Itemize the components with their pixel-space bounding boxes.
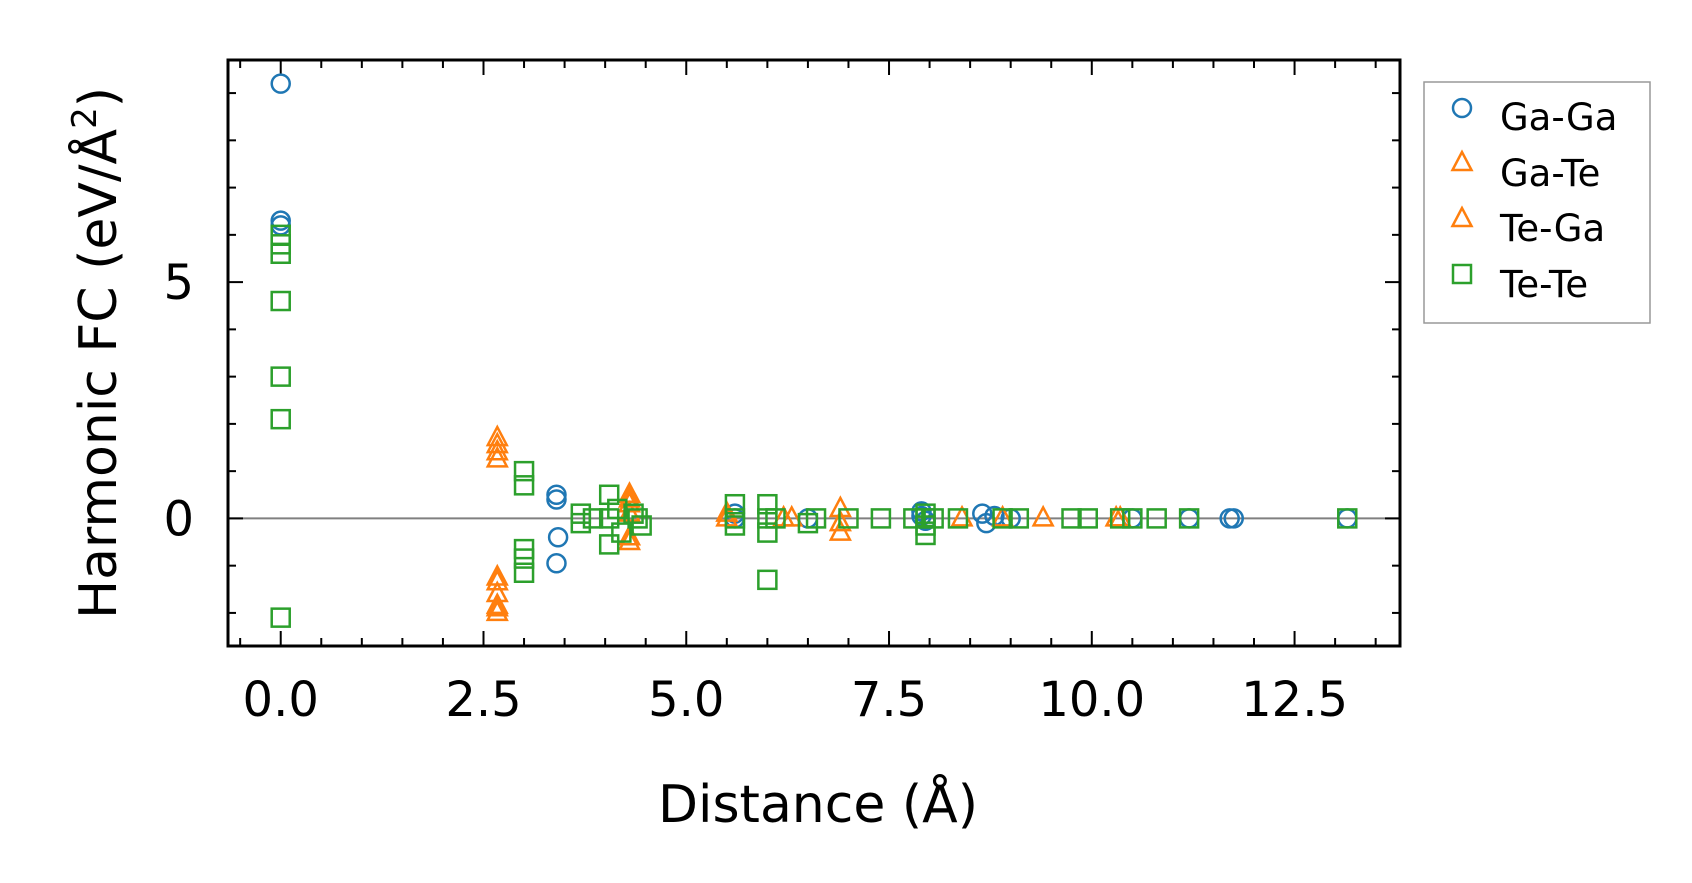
point-ga-ga [972,503,993,524]
x-tick-label: 7.5 [851,672,927,728]
point-te-te [724,515,746,536]
point-ga-te [485,424,509,447]
point-ga-te [485,599,509,622]
point-te-ga [485,563,509,586]
point-te-te [513,475,535,496]
point-te-ga [780,504,804,527]
point-te-te [1109,508,1131,529]
y-tick-label: 0 [163,491,194,547]
point-te-te [1061,508,1082,529]
point-ga-te [485,431,509,454]
plot-frame [226,58,1402,648]
point-te-te [1122,508,1143,529]
point-te-te [270,366,291,387]
x-tick-label: 10.0 [1038,672,1145,728]
point-te-ga [1108,504,1132,527]
legend-marker-ga-te [1450,149,1474,172]
point-te-ga [617,485,642,508]
point-te-te [607,498,628,520]
point-te-te [627,508,648,529]
point-te-ga [828,509,852,532]
point-te-te [1008,508,1030,529]
point-ga-te [485,568,509,591]
point-te-te [631,515,652,536]
point-te-te [582,508,604,529]
y-axis-label-main: Harmonic FC (eV/Å [67,128,129,619]
point-ga-te [617,528,642,551]
point-te-te [724,493,746,515]
legend-marker-te-te [1451,263,1473,285]
point-te-te [270,290,291,312]
point-ga-ga [1223,508,1244,529]
point-te-te [757,569,778,591]
x-tick-label: 12.5 [1241,672,1348,728]
legend-label-te-te: Te-Te [1499,263,1588,306]
point-te-ga [485,445,509,468]
point-te-te [1077,508,1098,529]
point-ga-ga [546,489,567,510]
legend-marker-ga-ga [1451,97,1473,119]
point-te-te [1146,508,1167,529]
point-te-te [903,508,924,529]
point-te-te [923,508,944,529]
point-ga-ga [546,553,567,574]
legend: Ga-Ga Ga-Te Te-Ga Te-Te [1423,81,1651,324]
point-te-te [513,460,535,482]
point-te-te [992,508,1013,529]
point-ga-ga [270,73,291,94]
point-te-ga [485,594,509,617]
point-te-te [765,508,786,529]
point-te-te [270,607,291,628]
point-ga-te [1031,504,1055,527]
x-tick-label: 2.5 [445,672,521,728]
point-te-te [838,508,859,529]
y-axis-label-exponent: 2 [65,107,105,129]
legend-marker-te-ga [1450,205,1474,228]
legend-label-ga-ga: Ga-Ga [1500,96,1617,139]
point-te-te [805,508,827,529]
point-te-te [270,243,291,265]
x-tick-label: 5.0 [648,672,724,728]
x-tick-label: 0.0 [243,672,319,728]
point-te-te [1178,508,1200,529]
point-te-ga [991,504,1015,527]
y-axis-label: Harmonic FC (eV/Å2) [65,87,129,619]
point-te-te [513,548,535,569]
point-te-te [947,508,969,529]
x-axis-label: Distance (Å) [658,773,978,835]
point-te-te [1337,508,1358,529]
point-te-te [870,508,892,529]
legend-label-te-ga: Te-Ga [1499,207,1605,250]
point-te-te [270,408,291,430]
tick-labels: 0.0 2.5 5.0 7.5 10.0 12.5 0 5 [163,255,1348,728]
point-ga-ga [547,527,569,548]
point-ga-te [485,438,509,461]
point-te-te [570,512,592,534]
y-axis-label-end: ) [69,87,129,107]
point-te-te [513,562,535,583]
y-tick-label: 5 [163,255,194,311]
legend-label-ga-te: Ga-Te [1500,152,1600,195]
data-points [270,73,1358,628]
point-te-te [598,534,620,555]
point-te-te [611,522,632,543]
legend-markers [1450,97,1474,285]
